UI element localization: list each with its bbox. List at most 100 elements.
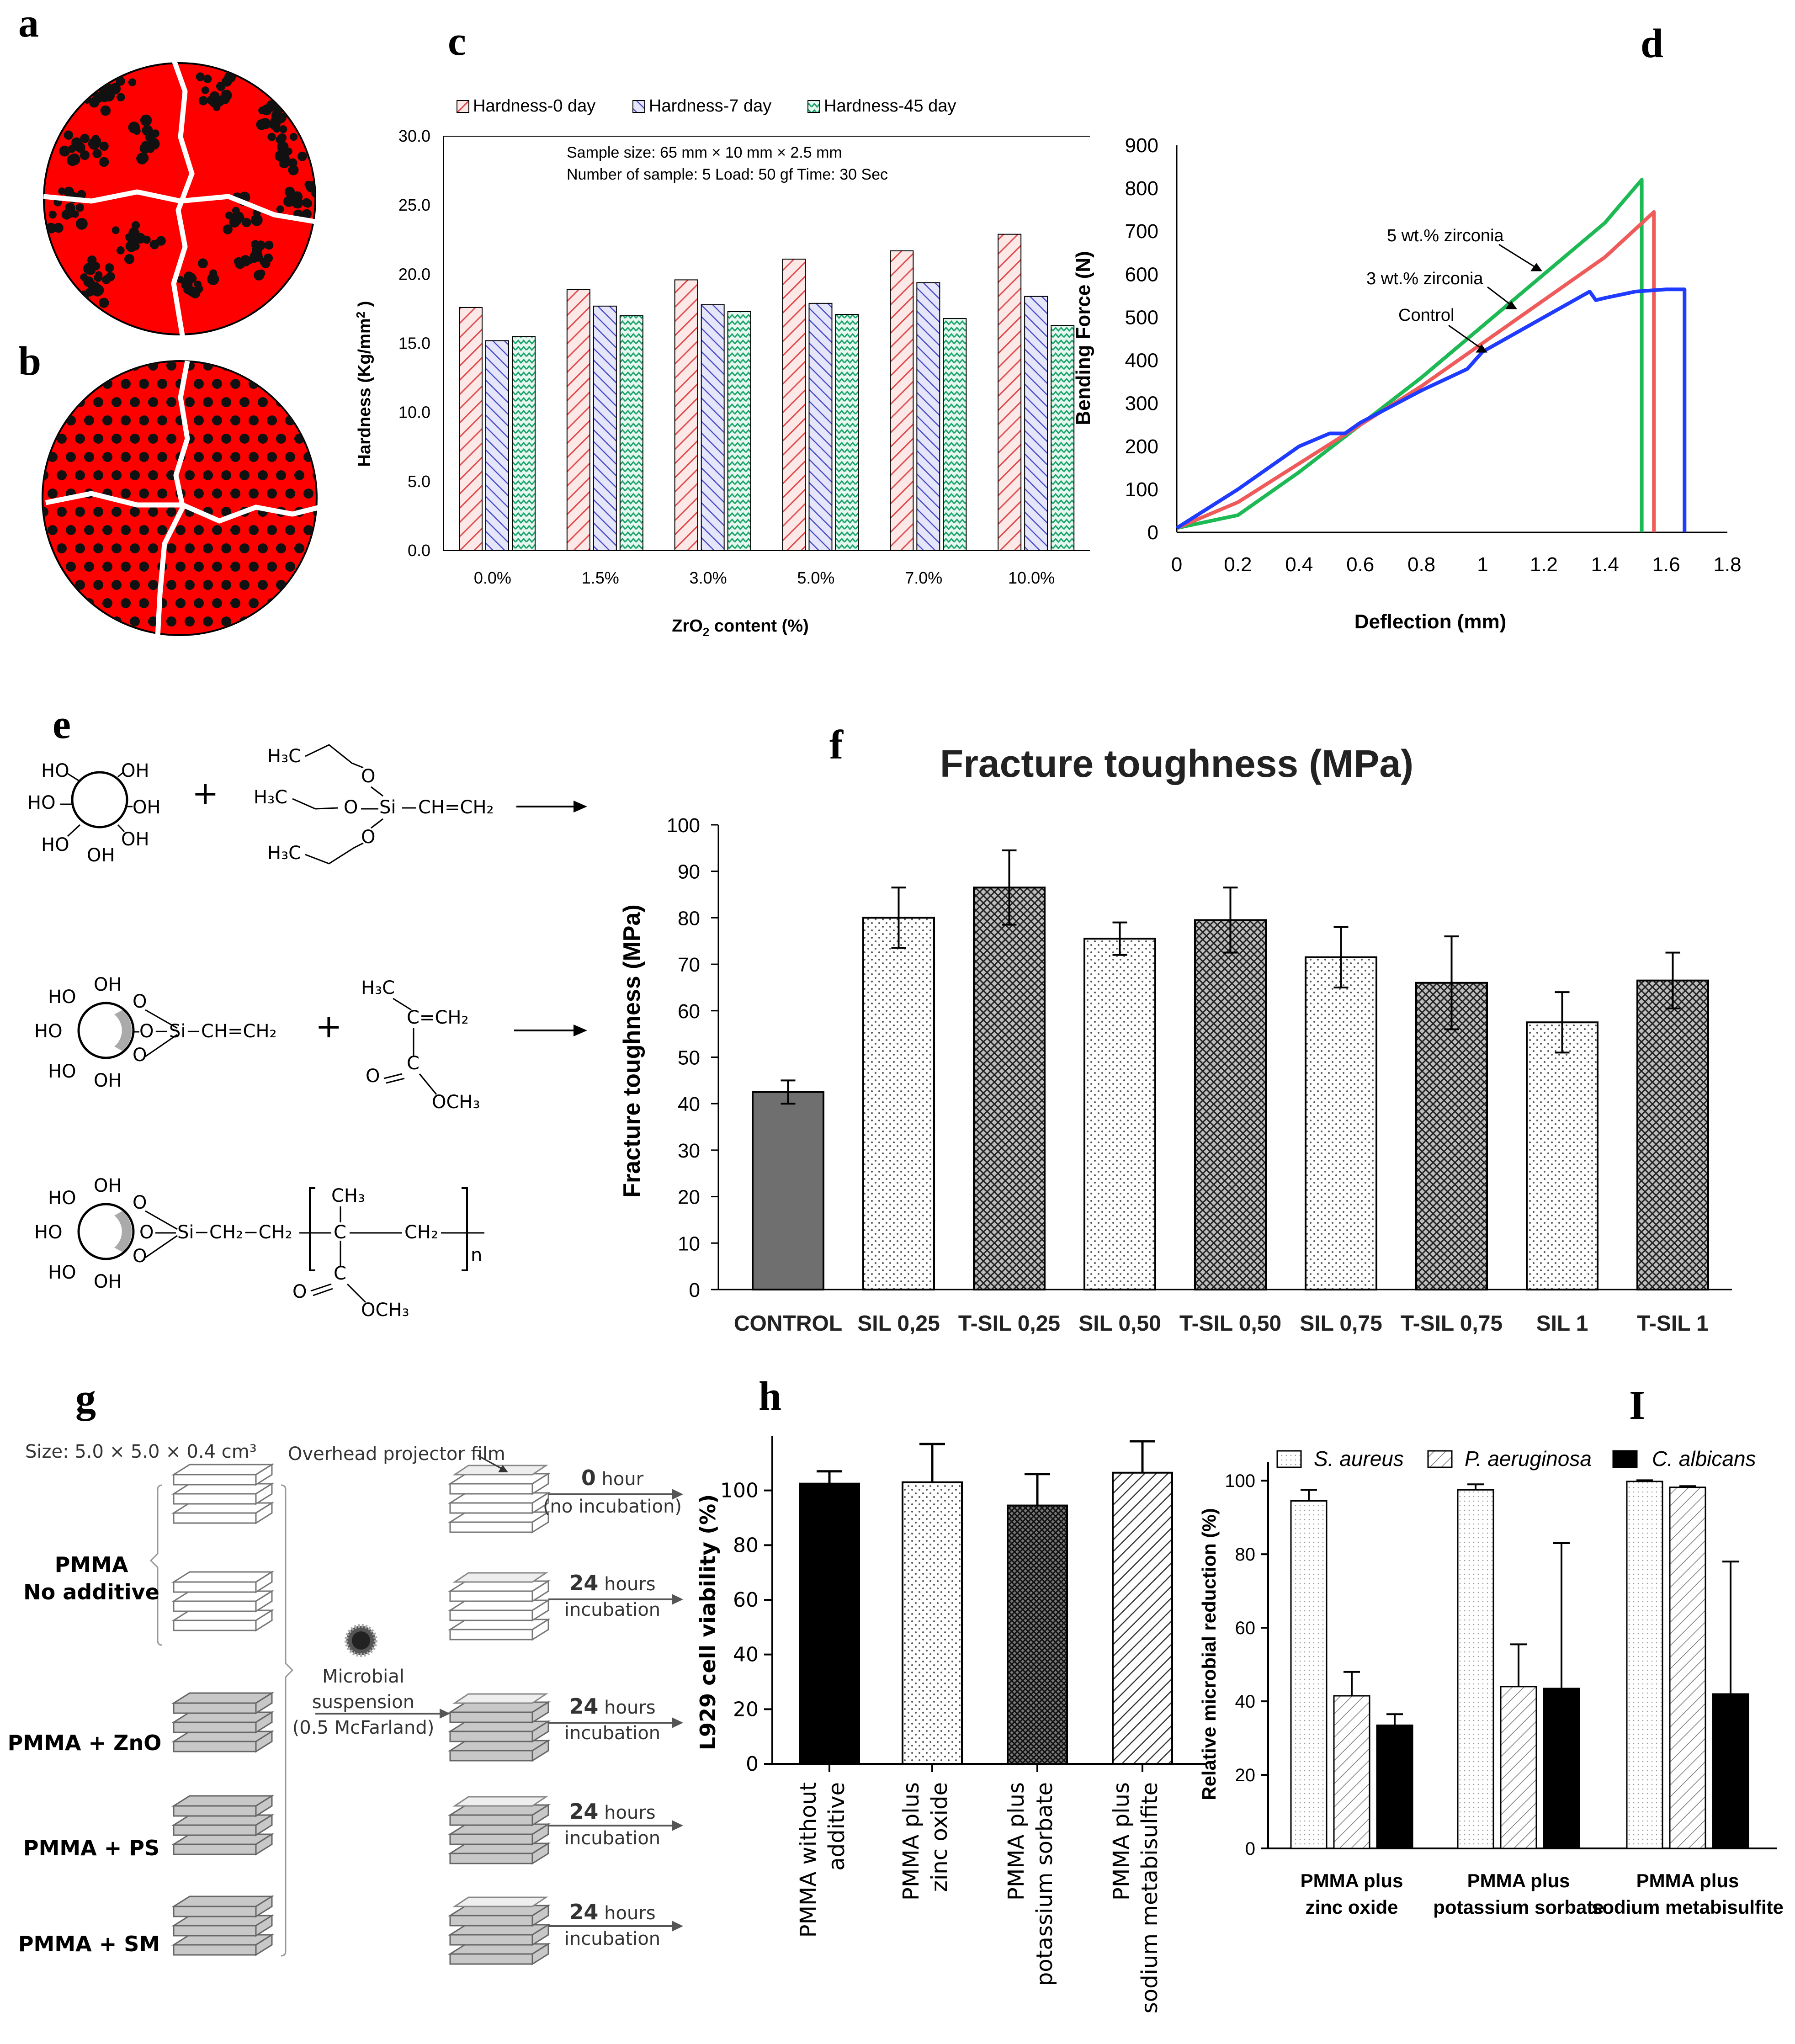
particle-dot bbox=[285, 379, 295, 389]
particle-dot bbox=[121, 598, 131, 608]
g-plate-front bbox=[173, 1512, 257, 1524]
particle-dot bbox=[230, 525, 240, 535]
g-plate-side bbox=[531, 1580, 549, 1603]
panel-c-hardness-chart: Hardness-0 day Hardness-7 day Hardness-4… bbox=[354, 96, 1090, 639]
particle-dot bbox=[151, 129, 159, 138]
particle-dot bbox=[75, 507, 85, 517]
particle-dot bbox=[42, 580, 48, 590]
particle-dot bbox=[102, 379, 112, 389]
particle-dot bbox=[282, 95, 289, 103]
i-error-bar-1-1 bbox=[1510, 1643, 1527, 1687]
c-y-tick-label: 0.0 bbox=[408, 541, 430, 560]
i-bar-1-0 bbox=[1333, 1695, 1370, 1849]
svg-text:OH: OH bbox=[87, 845, 115, 866]
particle-dot bbox=[250, 214, 263, 226]
svg-text:CH₃: CH₃ bbox=[331, 1185, 365, 1206]
d-y-tick-label: 400 bbox=[1125, 350, 1158, 372]
particle-dot bbox=[121, 379, 131, 389]
particle-dot bbox=[221, 507, 231, 517]
g-plate-side bbox=[255, 1933, 273, 1956]
h-x-tick-label: sodium metabisulfite bbox=[1137, 1782, 1163, 2013]
g-plate-side bbox=[255, 1794, 273, 1817]
e-row2-mma: H₃C C=CH₂ C O OCH₃ bbox=[361, 977, 480, 1113]
d-x-tick-label: 1 bbox=[1477, 553, 1488, 576]
f-y-tick-label: 70 bbox=[678, 954, 700, 976]
svg-text:HO: HO bbox=[48, 1061, 76, 1082]
i-bar-0-0 bbox=[1290, 1500, 1328, 1849]
particle-dot bbox=[175, 562, 186, 572]
particle-dot bbox=[289, 133, 298, 141]
particle-dot bbox=[57, 580, 67, 590]
d-y-axis-label: Bending Force (N) bbox=[1072, 251, 1094, 425]
svg-text:O: O bbox=[292, 1281, 307, 1302]
particle-dot bbox=[194, 452, 204, 462]
particle-dot bbox=[221, 397, 231, 407]
particle-dot bbox=[258, 434, 268, 444]
particle-dot bbox=[64, 186, 74, 197]
g-plate-front bbox=[173, 1944, 257, 1956]
particle-dot bbox=[48, 562, 58, 572]
g-plate-front bbox=[449, 1711, 533, 1723]
d-y-tick-label: 500 bbox=[1125, 306, 1158, 329]
h-error-bar-0 bbox=[817, 1470, 842, 1484]
particle-dot bbox=[203, 361, 213, 371]
particle-dot bbox=[64, 130, 74, 140]
g-plate-front bbox=[173, 1906, 257, 1917]
particle-dot bbox=[148, 434, 158, 444]
e-row3-grafted-particle: HO OH HO HO OH O O O Si−CH₂−CH₂ CH₃ C CH… bbox=[34, 1175, 484, 1321]
c-x-axis-label: ZrO2 content (%) bbox=[672, 616, 808, 639]
g-arrowhead-0 bbox=[672, 1489, 683, 1500]
particle-dot bbox=[128, 78, 137, 86]
h-y-axis-label: L929 cell viability (%) bbox=[696, 1494, 720, 1751]
particle-dot bbox=[93, 361, 103, 371]
h-error-bar-1 bbox=[919, 1443, 945, 1482]
particle-dot bbox=[157, 525, 167, 535]
g-to-stack-arrow bbox=[315, 1709, 450, 1719]
c-x-tick-label: 10.0% bbox=[1008, 568, 1055, 587]
particle-dot bbox=[264, 240, 274, 250]
panel-b-dispersed-particles bbox=[42, 360, 321, 638]
f-x-tick-label: T-SIL 0,75 bbox=[1401, 1311, 1503, 1336]
particle-dot bbox=[285, 562, 295, 572]
particle-dot bbox=[212, 488, 222, 499]
svg-text:OCH₃: OCH₃ bbox=[432, 1092, 480, 1113]
f-y-tick-label: 90 bbox=[678, 861, 700, 883]
particle-dot bbox=[48, 598, 58, 608]
particle-dot bbox=[166, 543, 176, 553]
particle-dot bbox=[203, 397, 213, 407]
particle-dot bbox=[185, 543, 195, 553]
i-legend-calbicans: C. albicans bbox=[1652, 1447, 1756, 1471]
h-x-tick-label: zinc oxide bbox=[927, 1782, 952, 1892]
particle-dot bbox=[303, 199, 313, 208]
g-plate-side bbox=[255, 1502, 273, 1524]
particle-dot bbox=[102, 452, 112, 462]
i-x-tick-label: zinc oxide bbox=[1305, 1896, 1398, 1918]
particle-dot bbox=[148, 397, 158, 407]
particle-dot bbox=[139, 452, 149, 462]
particle-dot bbox=[136, 153, 148, 165]
particle-dot bbox=[121, 562, 131, 572]
particle-dot bbox=[42, 543, 48, 553]
particle-dot bbox=[292, 191, 303, 202]
d-annotation-3wt: 3 wt.% zirconia bbox=[1366, 269, 1483, 288]
c-x-tick-label: 5.0% bbox=[797, 568, 834, 587]
g-24-hours-3: 24 hours bbox=[569, 1900, 655, 1924]
svg-text:O: O bbox=[133, 991, 147, 1012]
particle-dot bbox=[280, 94, 288, 101]
particle-dot bbox=[230, 562, 240, 572]
c-y-tick-label: 25.0 bbox=[398, 196, 430, 214]
particle-dot bbox=[65, 207, 74, 216]
g-plate-front bbox=[449, 1934, 533, 1946]
particle-dot bbox=[42, 434, 48, 444]
e-arrow-2 bbox=[514, 1025, 587, 1036]
particle-dot bbox=[166, 361, 176, 371]
particle-dot bbox=[194, 379, 204, 389]
g-film-sheet bbox=[452, 1896, 548, 1907]
particle-dot bbox=[66, 452, 76, 462]
h-x-tick-label: potassium sorbate bbox=[1032, 1782, 1057, 1986]
particle-dot bbox=[142, 125, 153, 136]
panel-label-e: e bbox=[53, 702, 71, 747]
particle-dot bbox=[249, 488, 259, 499]
e-arrow-1 bbox=[516, 801, 587, 812]
